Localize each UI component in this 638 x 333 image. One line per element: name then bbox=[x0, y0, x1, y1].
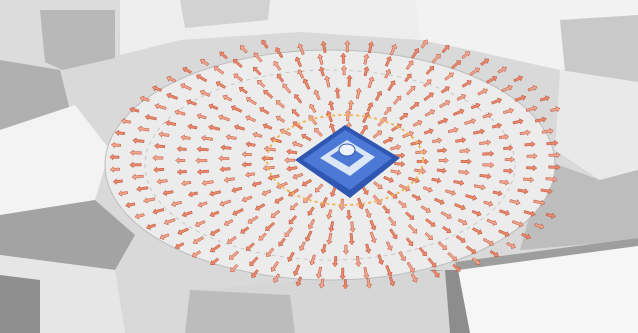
building-left-corner bbox=[0, 275, 40, 333]
building-bottom-center-left bbox=[185, 290, 295, 333]
fountain-spout bbox=[339, 144, 355, 156]
